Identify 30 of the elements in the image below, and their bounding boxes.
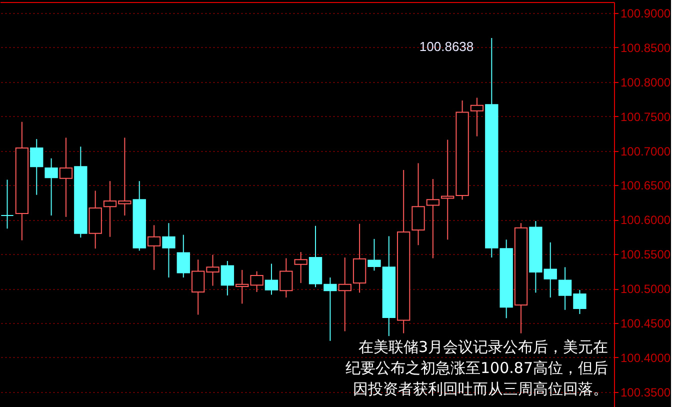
y-tick-label: 100.7000 <box>620 144 671 158</box>
y-tick-label: 100.4500 <box>620 316 671 330</box>
candlestick <box>0 179 14 230</box>
candlestick <box>162 222 176 278</box>
y-tick-label: 100.5500 <box>620 248 671 262</box>
annotation: 100.8638 <box>419 38 474 54</box>
y-tick-label: 100.3500 <box>620 385 671 400</box>
candlestick <box>30 138 44 196</box>
candlestick <box>470 97 484 137</box>
candlestick <box>338 257 352 332</box>
candlestick <box>426 178 440 259</box>
candlestick <box>220 260 234 296</box>
candlestick <box>59 137 73 218</box>
y-tick-label: 100.5000 <box>620 282 671 296</box>
y-tick-label: 100.4000 <box>620 350 671 365</box>
annotation: 在美联储3月会议记录公布后，美元在纪要公布之初急涨至100.87高位，但后因投资者获利回吐而从三周高位回落。 <box>346 338 608 398</box>
y-tick-label: 100.8500 <box>620 40 671 55</box>
candlestick <box>147 224 161 270</box>
y-tick-label: 100.6000 <box>620 213 671 228</box>
candlestick <box>176 234 190 278</box>
candlestick <box>280 258 293 298</box>
y-tick-label: 100.9000 <box>620 6 671 21</box>
candlestick <box>264 263 278 296</box>
candlestick <box>44 158 58 216</box>
candlestick <box>412 162 425 246</box>
y-tick-label: 100.7500 <box>620 110 671 124</box>
y-tick-label: 100.8000 <box>620 75 671 90</box>
y-tick-label: 100.6500 <box>620 178 671 193</box>
candlestick <box>294 252 308 284</box>
candlestick <box>324 277 337 342</box>
